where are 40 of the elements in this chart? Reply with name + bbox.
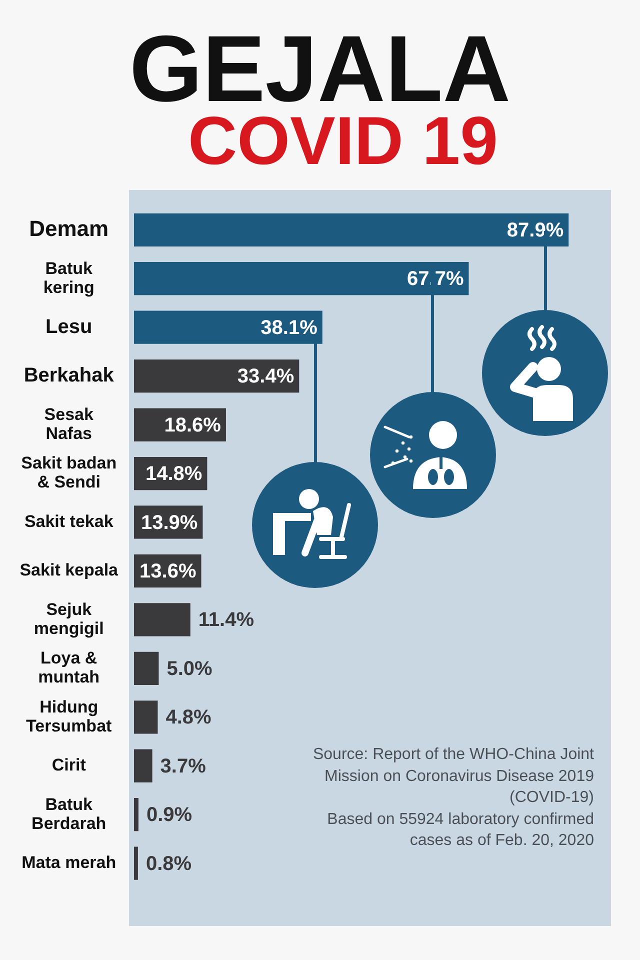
data-label: 4.8% — [166, 706, 212, 729]
data-label: 13.9% — [141, 512, 198, 534]
y-tick-label: Hidung Tersumbat — [26, 697, 112, 736]
data-label: 0.8% — [146, 852, 192, 875]
annotation: Based on 55924 laboratory confirmed cases as of Feb. 20, 2020 — [326, 810, 594, 851]
data-label: 11.4% — [198, 609, 254, 632]
bar — [134, 700, 158, 734]
annotation: Source: Report of the WHO-China Joint Mission on Coronavirus Disease 2019 (COVID-19) — [312, 745, 594, 808]
y-tick-label: Lesu — [46, 316, 92, 338]
data-label: 18.6% — [164, 414, 222, 436]
bar — [134, 310, 322, 344]
data-label: 38.1% — [260, 316, 318, 339]
y-tick-label: Demam — [29, 216, 109, 241]
y-tick-label: Mata merah — [22, 853, 116, 872]
y-tick-label: Sakit kepala — [20, 560, 119, 580]
y-tick-label: Batuk Berdarah — [32, 794, 106, 833]
data-label: 33.4% — [237, 366, 294, 388]
bar — [134, 749, 152, 782]
y-tick-label: Loya & muntah — [38, 648, 100, 687]
bar — [134, 603, 190, 636]
data-label: 3.7% — [160, 755, 206, 778]
bar — [134, 798, 138, 832]
y-tick-label: Berkahak — [24, 364, 115, 387]
y-tick-label: Cirit — [52, 756, 86, 775]
data-label: 14.8% — [145, 463, 202, 486]
data-label: 5.0% — [166, 658, 213, 680]
bar — [134, 262, 469, 296]
bar — [134, 359, 300, 393]
data-label: 0.9% — [146, 804, 192, 826]
data-label: 13.6% — [140, 560, 196, 582]
y-tick-label: Sakit tekak — [24, 512, 114, 531]
y-tick-label: Batuk kering — [43, 258, 94, 297]
bar — [134, 652, 159, 685]
y-tick-label: Sakit badan & Sendi — [21, 454, 117, 492]
y-tick-label: Sejuk mengigil — [34, 600, 104, 638]
bar — [134, 846, 138, 880]
bar — [134, 213, 569, 246]
data-label: 87.9% — [506, 219, 564, 242]
data-label: 67.7% — [407, 268, 464, 290]
y-tick-label: Sesak Nafas — [44, 404, 94, 443]
